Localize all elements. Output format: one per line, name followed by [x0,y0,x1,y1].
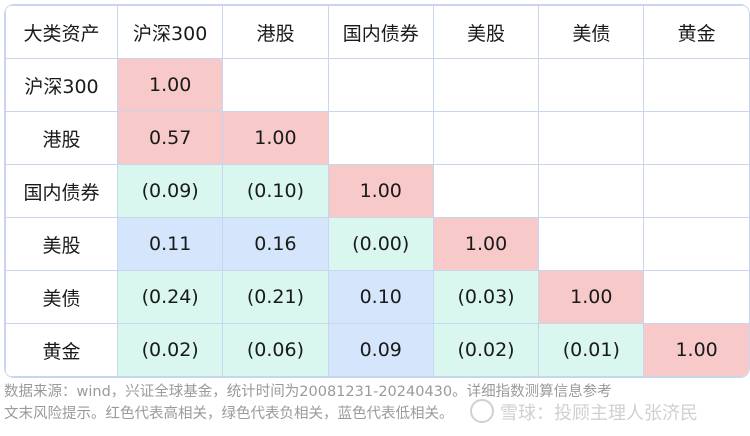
correlation-matrix: 大类资产 沪深300 港股 国内债券 美股 美债 黄金 沪深300 1.00 港股 0… [4,4,750,378]
matrix-row: 美股 0.11 0.16 (0.00) 1.00 [5,217,749,271]
correlation-cell: 1.00 [432,217,540,271]
row-header: 国内债券 [5,164,118,218]
correlation-cell [222,58,329,112]
column-header: 港股 [222,5,329,59]
correlation-cell [538,111,645,165]
matrix-body: 沪深300 1.00 港股 0.57 1.00 国内债券 (0.09) (0.10) 1.00 美… [5,58,749,377]
correlation-cell: (0.03) [432,270,540,324]
footnote-line-2: 文末风险提示。红色代表高相关，绿色代表负相关，蓝色代表低相关。 [4,406,454,422]
correlation-cell [538,217,645,271]
correlation-cell: (0.00) [327,217,434,271]
correlation-cell [643,111,749,165]
correlation-cell [538,164,645,218]
corner-label: 大类资产 [5,5,118,59]
correlation-cell: 0.10 [327,270,434,324]
matrix-row: 国内债券 (0.09) (0.10) 1.00 [5,164,749,218]
correlation-cell [538,58,645,112]
row-header: 港股 [5,111,118,165]
correlation-cell: 1.00 [116,58,224,112]
footnote: 数据来源：wind，兴证全球基金，统计时间为20081231-20240430。… [4,381,748,425]
correlation-cell: 1.00 [538,270,645,324]
correlation-cell: (0.09) [116,164,224,218]
correlation-cell: 0.11 [116,217,224,271]
correlation-cell [327,111,434,165]
xueqiu-logo-icon [470,399,494,423]
correlation-cell [432,111,540,165]
correlation-cell [643,217,749,271]
correlation-cell: (0.02) [116,323,224,377]
matrix-row: 美债 (0.24) (0.21) 0.10 (0.03) 1.00 [5,270,749,324]
correlation-cell [432,164,540,218]
column-header: 美股 [432,5,540,59]
column-header: 沪深300 [116,5,224,59]
correlation-cell: 1.00 [222,111,329,165]
correlation-cell [643,164,749,218]
correlation-cell [643,270,749,324]
correlation-table: 大类资产 沪深300 港股 国内债券 美股 美债 黄金 沪深300 1.00 港股 0… [5,5,749,377]
correlation-cell: 0.09 [327,323,434,377]
header-row: 大类资产 沪深300 港股 国内债券 美股 美债 黄金 [5,5,749,59]
correlation-cell: (0.01) [538,323,645,377]
correlation-cell: (0.10) [222,164,329,218]
watermark: 雪球：投顾主理人张济民 [470,399,698,425]
row-header: 黄金 [5,323,118,377]
correlation-cell: (0.21) [222,270,329,324]
correlation-cell [643,58,749,112]
correlation-cell [327,58,434,112]
column-header: 黄金 [643,5,749,59]
correlation-cell: 1.00 [643,323,749,377]
correlation-cell [432,58,540,112]
correlation-cell: 0.57 [116,111,224,165]
watermark-text: 雪球：投顾主理人张济民 [500,403,698,424]
correlation-cell: (0.06) [222,323,329,377]
correlation-cell: (0.24) [116,270,224,324]
matrix-row: 沪深300 1.00 [5,58,749,112]
row-header: 沪深300 [5,58,118,112]
row-header: 美股 [5,217,118,271]
footnote-line-1: 数据来源：wind，兴证全球基金，统计时间为20081231-20240430。… [4,384,612,400]
correlation-cell: 0.16 [222,217,329,271]
correlation-cell: 1.00 [327,164,434,218]
matrix-row: 港股 0.57 1.00 [5,111,749,165]
column-header: 美债 [538,5,645,59]
row-header: 美债 [5,270,118,324]
matrix-row: 黄金 (0.02) (0.06) 0.09 (0.02) (0.01) 1.00 [5,323,749,377]
correlation-cell: (0.02) [432,323,540,377]
column-header: 国内债券 [327,5,434,59]
